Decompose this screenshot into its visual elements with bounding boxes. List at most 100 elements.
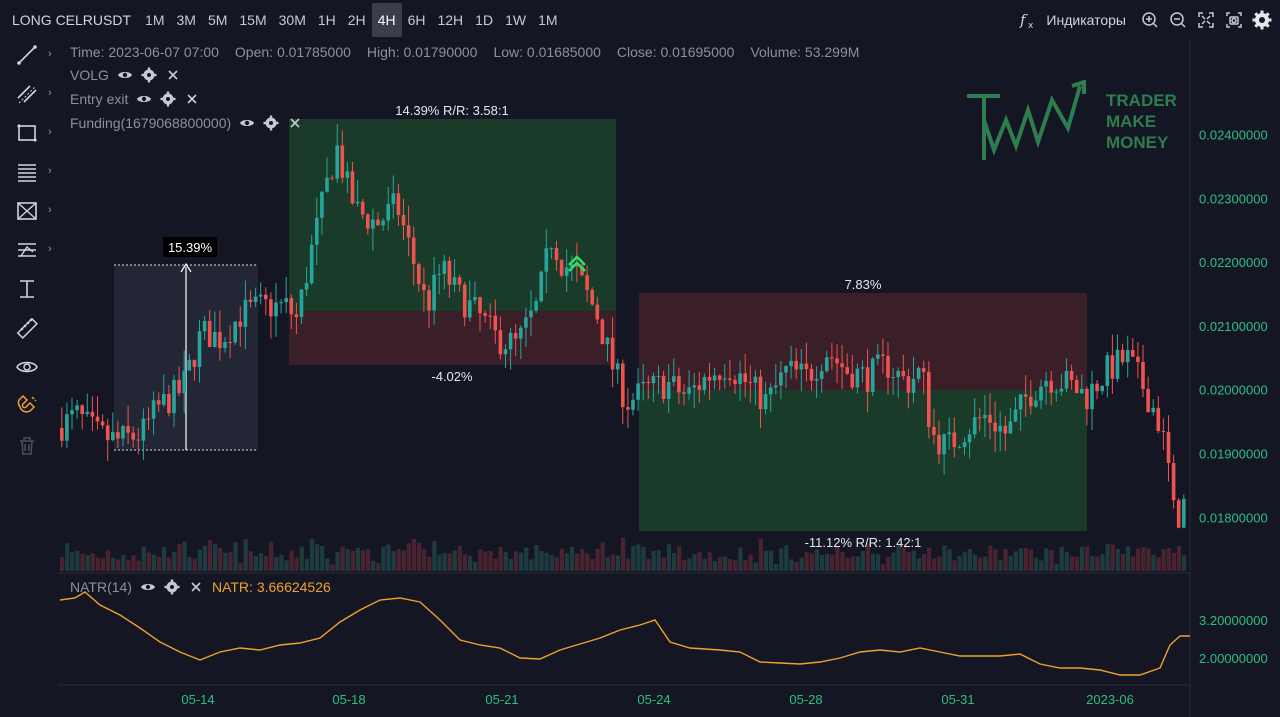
close-icon[interactable]	[287, 115, 303, 131]
fullscreen-icon[interactable]	[1196, 10, 1216, 30]
volume-bar	[70, 552, 75, 571]
candle	[947, 417, 951, 450]
volume-bar	[993, 549, 998, 571]
timeframe-3m-1[interactable]: 3M	[176, 12, 196, 28]
candle	[901, 354, 906, 380]
visibility-eye-icon[interactable]	[14, 354, 40, 380]
long-loss-zone[interactable]	[289, 311, 616, 365]
volume-bar	[860, 550, 865, 571]
timeframe-5m-2[interactable]: 5M	[207, 12, 228, 28]
candle	[269, 292, 273, 339]
zoom-in-icon[interactable]	[1140, 10, 1160, 30]
volume-bar	[197, 549, 202, 571]
volume-bar	[330, 564, 335, 571]
gear-icon[interactable]	[263, 115, 279, 131]
price-chart[interactable]: 15.39% 14.39% R/R: 3.58:1 -4.02% 7.83% -11.1…	[0, 40, 1280, 717]
timeframe-12h-9[interactable]: 12H	[437, 12, 464, 28]
text-cursor-icon[interactable]	[14, 276, 40, 302]
range-arrow-head-icon	[180, 262, 192, 273]
candle	[631, 393, 635, 416]
forecast-icon[interactable]	[14, 237, 40, 263]
volume-bar	[529, 559, 534, 571]
price-axis-label: 0.02100000	[1199, 319, 1268, 334]
symbol-label[interactable]: LONG CELRUSDT	[12, 12, 132, 28]
eye-icon[interactable]	[136, 91, 152, 107]
candle	[779, 360, 783, 400]
tool-expand-chevron-icon[interactable]: ›	[48, 48, 52, 60]
gear-icon[interactable]	[141, 67, 157, 83]
timeframe-15m-3[interactable]: 15M	[239, 12, 267, 28]
volume-bar	[345, 549, 350, 571]
ruler-icon[interactable]	[14, 315, 40, 341]
candle	[1146, 376, 1150, 413]
eye-icon[interactable]	[140, 579, 156, 595]
pattern-icon[interactable]	[14, 198, 40, 224]
fib-levels-icon[interactable]	[14, 159, 40, 185]
volume-bar	[304, 558, 309, 571]
timeframe-4h-7[interactable]: 4H	[371, 3, 402, 37]
candle	[789, 345, 793, 379]
timeframe-1h-5[interactable]: 1H	[317, 12, 336, 28]
eye-icon[interactable]	[117, 67, 133, 83]
gear-icon[interactable]	[164, 579, 180, 595]
trend-line-icon[interactable]	[14, 42, 40, 68]
candle	[503, 344, 508, 369]
chart-area[interactable]: 15.39% 14.39% R/R: 3.58:1 -4.02% 7.83% -11.1…	[0, 40, 1280, 717]
settings-gear-icon[interactable]	[1252, 10, 1272, 30]
eye-icon[interactable]	[239, 115, 255, 131]
close-icon[interactable]	[184, 91, 200, 107]
candle	[131, 426, 135, 448]
tool-expand-chevron-icon[interactable]: ›	[48, 126, 52, 138]
candle	[1182, 494, 1186, 528]
zoom-out-icon[interactable]	[1168, 10, 1188, 30]
timeframe-1w-11[interactable]: 1W	[505, 12, 527, 28]
tool-expand-chevron-icon[interactable]: ›	[48, 243, 52, 255]
trash-icon[interactable]	[14, 433, 40, 459]
timeframe-2h-6[interactable]: 2H	[347, 12, 366, 28]
candle	[702, 373, 707, 395]
candle	[1125, 335, 1130, 378]
volume-bar	[830, 554, 835, 571]
channel-icon[interactable]	[14, 81, 40, 107]
candle	[794, 348, 798, 380]
screenshot-icon[interactable]	[1224, 10, 1244, 30]
close-icon[interactable]	[188, 579, 204, 595]
candles[interactable]	[60, 124, 1186, 529]
timeframe-1m-0[interactable]: 1M	[145, 12, 165, 28]
candle	[381, 218, 385, 231]
candle	[100, 414, 105, 429]
candle	[814, 366, 819, 399]
volume-bar	[396, 549, 401, 571]
timeframe-6h-8[interactable]: 6H	[407, 12, 426, 28]
candle	[845, 353, 849, 375]
volume-bar	[483, 551, 488, 571]
candle	[309, 235, 314, 285]
candle	[457, 274, 462, 292]
timeframe-1d-10[interactable]: 1D	[475, 12, 494, 28]
volume-bar	[682, 560, 687, 571]
candle	[85, 393, 90, 417]
volume-bar	[677, 546, 682, 571]
indicators-button[interactable]: Индикаторы	[1046, 12, 1126, 28]
short-profit-zone[interactable]	[639, 390, 1087, 531]
volume-bar	[881, 564, 886, 571]
tool-expand-chevron-icon[interactable]: ›	[48, 204, 52, 216]
timeframe-30m-4[interactable]: 30M	[278, 12, 306, 28]
candle	[656, 365, 661, 394]
candle	[493, 299, 498, 344]
gear-icon[interactable]	[160, 91, 176, 107]
close-icon[interactable]	[165, 67, 181, 83]
rectangle-icon[interactable]	[14, 120, 40, 146]
tool-expand-chevron-icon[interactable]: ›	[48, 165, 52, 177]
volume-bar	[422, 548, 427, 571]
timeframe-1m-12[interactable]: 1M	[538, 12, 558, 28]
candle	[218, 310, 222, 361]
candle	[809, 363, 814, 391]
tool-expand-chevron-icon[interactable]: ›	[48, 87, 52, 99]
volume-bar	[258, 553, 264, 571]
magnet-icon[interactable]	[14, 393, 40, 419]
candle	[172, 374, 176, 428]
candle	[371, 208, 375, 251]
